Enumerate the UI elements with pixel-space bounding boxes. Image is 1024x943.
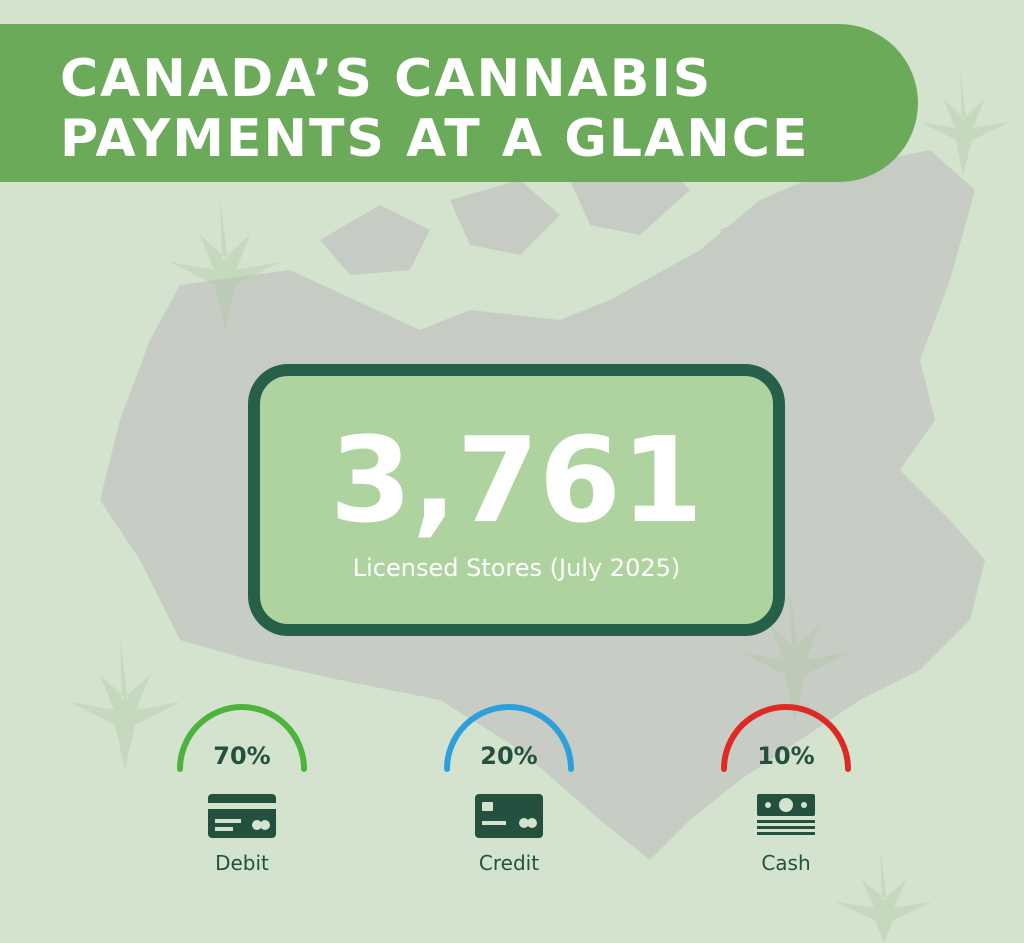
- cash-icon: [757, 794, 815, 835]
- debit-label: Debit: [215, 851, 269, 875]
- cash-gauge-arc: [721, 704, 851, 772]
- credit-gauge: 20% Credit: [439, 693, 579, 883]
- licensed-stores-count: 3,761: [329, 411, 704, 549]
- credit-card-icon: [475, 794, 543, 838]
- title-banner: [0, 24, 918, 182]
- debit-gauge-arc: [177, 704, 307, 772]
- page-title-line-1: CANADA’S CANNABIS: [60, 49, 713, 109]
- credit-gauge-arc: [444, 704, 574, 772]
- licensed-stores-label: Licensed Stores (July 2025): [352, 554, 681, 582]
- credit-label: Credit: [478, 851, 540, 875]
- licensed-stores-card: 3,761 Licensed Stores (July 2025): [248, 364, 785, 636]
- debit-gauge: 70% Debit: [172, 693, 312, 883]
- cash-label: Cash: [761, 851, 811, 875]
- cash-gauge: 10% Cash: [716, 693, 856, 883]
- debit-percent: 70%: [213, 742, 271, 770]
- page-title-line-2: PAYMENTS AT A GLANCE: [60, 109, 810, 169]
- cash-percent: 10%: [757, 742, 815, 770]
- debit-card-icon: [208, 794, 276, 838]
- credit-percent: 20%: [480, 742, 538, 770]
